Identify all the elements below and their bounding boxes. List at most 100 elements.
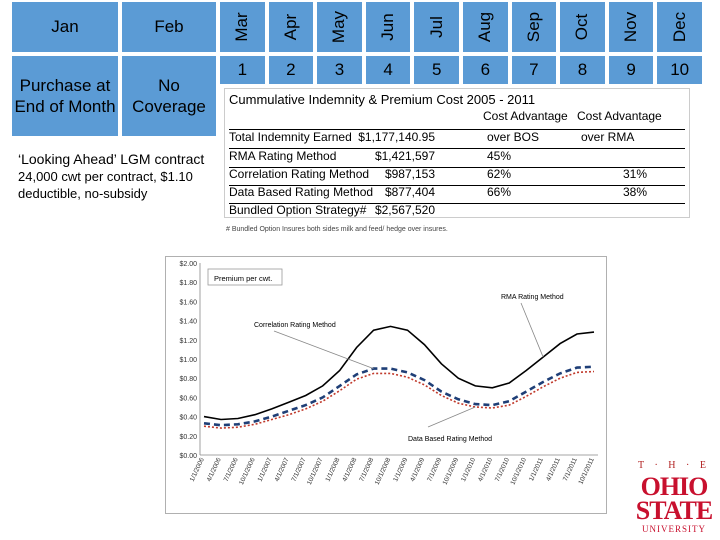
x-tick-label: 1/1/2011 — [528, 457, 545, 483]
table-cell-c2: 31% — [623, 167, 648, 181]
x-tick-label: 4/1/2011 — [545, 457, 562, 483]
month-label-mar: Mar — [232, 12, 252, 42]
series-line-data-based-rating-method — [203, 370, 595, 429]
x-tick-label: 10/1/2007 — [306, 457, 325, 487]
table-title: Cummulative Indemnity & Premium Cost 200… — [229, 92, 536, 107]
total-label: Total Indemnity Earned — [229, 130, 352, 144]
number-cell: 10 — [655, 54, 704, 86]
table-row: RMA Rating Method $1,421,597 45% — [229, 149, 685, 168]
x-tick-label: 1/1/2006 — [189, 457, 206, 483]
x-tick-label: 10/1/2006 — [238, 457, 257, 487]
logo-line1: OHIO — [640, 472, 709, 501]
y-tick-label: $1.60 — [179, 299, 197, 306]
table-cell-label: Correlation Rating Method — [229, 167, 370, 181]
table-cell-c1: 66% — [487, 185, 512, 199]
month-label-aug: Aug — [475, 11, 495, 43]
col1-sub: over BOS — [487, 130, 540, 144]
y-tick-label: $1.80 — [179, 280, 197, 287]
table-row: Bundled Option Strategy# $2,567,520 — [229, 203, 685, 221]
y-tick-label: $2.00 — [179, 261, 197, 268]
month-label-sep: Sep — [523, 11, 543, 43]
x-tick-label: 10/1/2010 — [509, 457, 528, 487]
annotation-label: Data Based Rating Method — [408, 436, 492, 443]
month-header-nov: Nov — [606, 0, 656, 54]
y-tick-label: $0.80 — [179, 376, 197, 383]
table-footnote: # Bundled Option Insures both sides milk… — [226, 226, 448, 233]
month-header-jul: Jul — [412, 0, 461, 54]
annotation-leader — [427, 406, 476, 428]
x-tick-label: 10/1/2011 — [577, 457, 596, 486]
x-tick-label: 7/1/2008 — [358, 457, 375, 483]
month-header-aug: Aug — [461, 0, 510, 54]
x-tick-label: 1/1/2010 — [460, 457, 477, 483]
x-tick-label: 4/1/2009 — [409, 457, 426, 483]
purchase-label: Purchase at End of Month — [14, 75, 116, 116]
table-cell-value: $877,404 — [384, 185, 435, 199]
annotation-leader — [273, 330, 374, 369]
logo-line2: STATE — [635, 496, 713, 525]
purchase-cell: Purchase at End of Month — [10, 54, 120, 138]
number-label: 5 — [431, 60, 442, 79]
table-cell-label: RMA Rating Method — [229, 149, 337, 163]
logo-the: T · H · E — [638, 460, 710, 471]
coverage-cell: No Coverage — [120, 54, 218, 138]
number-cell: 5 — [412, 54, 461, 86]
table-cell-label: Data Based Rating Method — [229, 185, 374, 199]
contract-note: ‘Looking Ahead’ LGM contract 24,000 cwt … — [18, 150, 218, 203]
annotation-leader — [520, 302, 544, 358]
table-cell-c2: 38% — [623, 185, 648, 199]
number-cell: 9 — [606, 54, 656, 86]
legend-box — [207, 268, 283, 286]
table-cell-c1: 62% — [487, 167, 512, 181]
month-header-sep: Sep — [509, 0, 559, 54]
coverage-label: No Coverage — [132, 75, 206, 116]
x-tick-label: 1/1/2009 — [392, 457, 409, 483]
annotation-label: Correlation Rating Method — [254, 322, 336, 329]
col2-sub: over RMA — [581, 130, 635, 144]
number-label: 7 — [529, 60, 539, 79]
x-tick-label: 7/1/2009 — [426, 457, 443, 483]
month-header-oct: Oct — [558, 0, 607, 54]
premium-chart-svg: $0.00 $0.20 $0.40 $0.60 $0.80 $1.00 $1.20 $1.40… — [179, 261, 598, 487]
x-tick-label: 4/1/2010 — [477, 457, 494, 483]
x-tick-label: 7/1/2006 — [223, 457, 240, 483]
x-tick-label: 10/1/2008 — [374, 457, 393, 487]
month-header-may: May — [315, 0, 364, 54]
x-tick-label: 7/1/2011 — [562, 457, 579, 483]
month-label-jan: Jan — [51, 17, 79, 36]
series-line-rma-rating-method — [203, 325, 595, 421]
month-label-jun: Jun — [378, 13, 398, 41]
x-tick-label: 7/1/2007 — [291, 457, 308, 483]
series-line-correlation-rating-method — [203, 365, 595, 427]
x-tick-label: 4/1/2006 — [206, 457, 223, 483]
month-label-oct: Oct — [572, 13, 592, 41]
table-cell-value: $2,567,520 — [374, 203, 435, 217]
month-label-feb: Feb — [154, 17, 184, 36]
note-detail: 24,000 cwt per contract, $1.10 deductibl… — [18, 168, 193, 201]
table-row: Data Based Rating Method $877,404 66% 38% — [229, 185, 685, 204]
logo-line3: UNIVERSITY — [642, 524, 706, 534]
y-tick-label: $0.00 — [179, 453, 197, 460]
number-label: 6 — [480, 60, 491, 79]
month-header-feb: Feb — [120, 0, 218, 54]
note-title: ‘Looking Ahead’ LGM contract — [18, 151, 205, 167]
legend-label: Premium per cwt. — [214, 274, 272, 283]
number-cell: 1 — [218, 54, 267, 86]
table-cell-value: $987,153 — [384, 167, 435, 181]
indemnity-table: Cummulative Indemnity & Premium Cost 200… — [224, 88, 690, 218]
col2-header: Cost Advantage — [577, 109, 662, 123]
x-tick-label: 4/1/2007 — [274, 457, 291, 483]
y-tick-label: $0.40 — [179, 415, 197, 422]
month-label-may: May — [329, 10, 349, 44]
total-row: Total Indemnity Earned $1,177,140.95 ove… — [229, 129, 685, 149]
month-header-apr: Apr — [266, 0, 316, 54]
y-tick-label: $1.00 — [179, 357, 197, 364]
ohio-state-logo: T · H · E OHIO STATE UNIVERSITY — [631, 458, 717, 538]
number-cell: 3 — [315, 54, 364, 86]
number-cell: 2 — [266, 54, 316, 86]
number-cell: 7 — [509, 54, 559, 86]
month-label-apr: Apr — [280, 13, 300, 41]
month-label-dec: Dec — [669, 11, 689, 43]
number-label: 10 — [670, 60, 690, 79]
number-label: 9 — [626, 60, 636, 79]
